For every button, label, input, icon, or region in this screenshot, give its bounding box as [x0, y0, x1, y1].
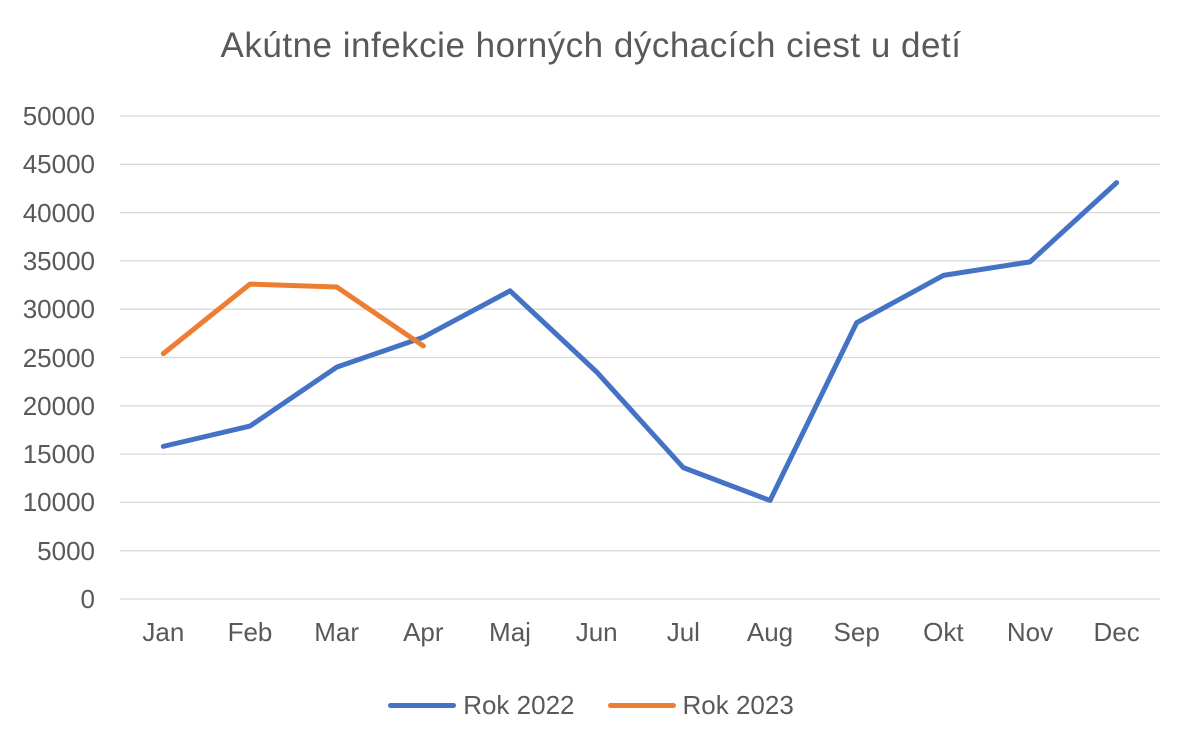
y-tick-label-40000: 40000 [22, 197, 95, 228]
x-tick-label-nov: Nov [1006, 617, 1054, 647]
y-tick-label-10000: 10000 [22, 487, 95, 518]
x-tick-label-dec: Dec [1093, 617, 1140, 647]
series-line-rok-2022 [160, 180, 1120, 503]
y-tick-label-25000: 25000 [22, 342, 95, 373]
y-tick-label-20000: 20000 [22, 390, 95, 421]
chart-title: Akútne infekcie horných dýchacích ciest … [220, 26, 962, 65]
y-tick-label-50000: 50000 [22, 101, 95, 131]
y-tick-label-5000: 5000 [37, 535, 95, 566]
x-tick-label-jul: Jul [666, 617, 700, 647]
x-tick-label-okt: Okt [923, 617, 964, 647]
legend-label-2022: Rok 2022 [463, 690, 575, 720]
x-tick-label-maj: Maj [489, 617, 531, 647]
y-tick-label-30000: 30000 [22, 294, 95, 325]
x-tick-label-mar: Mar [314, 617, 360, 647]
series-line-rok-2023 [160, 281, 426, 357]
legend-line-swatch-2022 [388, 702, 457, 708]
legend-label-2023: Rok 2023 [682, 690, 794, 720]
y-tick-label-35000: 35000 [22, 245, 95, 276]
x-tick-label-sep: Sep [833, 617, 880, 647]
y-tick-label-45000: 45000 [22, 149, 95, 180]
y-tick-label-15000: 15000 [22, 439, 95, 470]
x-tick-label-jan: Jan [142, 617, 185, 647]
x-tick-label-apr: Apr [403, 617, 444, 647]
legend-item-rok-2023: Rok 2023 [607, 690, 794, 720]
x-tick-label-aug: Aug [746, 617, 794, 647]
y-tick-label-0: 0 [80, 584, 95, 614]
x-tick-label-jun: Jun [575, 617, 618, 647]
legend-item-rok-2022: Rok 2022 [388, 690, 575, 720]
legend-line-swatch-2023 [607, 702, 676, 708]
legend: Rok 2022 Rok 2023 [0, 690, 1182, 720]
x-tick-label-feb: Feb [227, 617, 273, 647]
